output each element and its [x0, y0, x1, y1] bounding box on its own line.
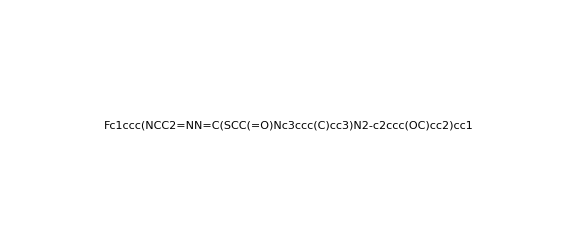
Text: Fc1ccc(NCC2=NN=C(SCC(=O)Nc3ccc(C)cc3)N2-c2ccc(OC)cc2)cc1: Fc1ccc(NCC2=NN=C(SCC(=O)Nc3ccc(C)cc3)N2-… — [104, 121, 474, 131]
